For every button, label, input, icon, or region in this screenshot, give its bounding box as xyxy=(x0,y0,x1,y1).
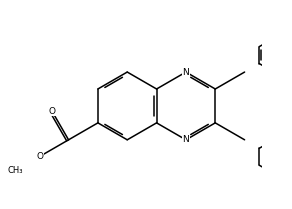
Text: CH₃: CH₃ xyxy=(7,166,23,175)
Text: N: N xyxy=(182,135,189,144)
Text: O: O xyxy=(37,152,44,161)
Text: O: O xyxy=(49,107,56,116)
Text: N: N xyxy=(182,68,189,76)
